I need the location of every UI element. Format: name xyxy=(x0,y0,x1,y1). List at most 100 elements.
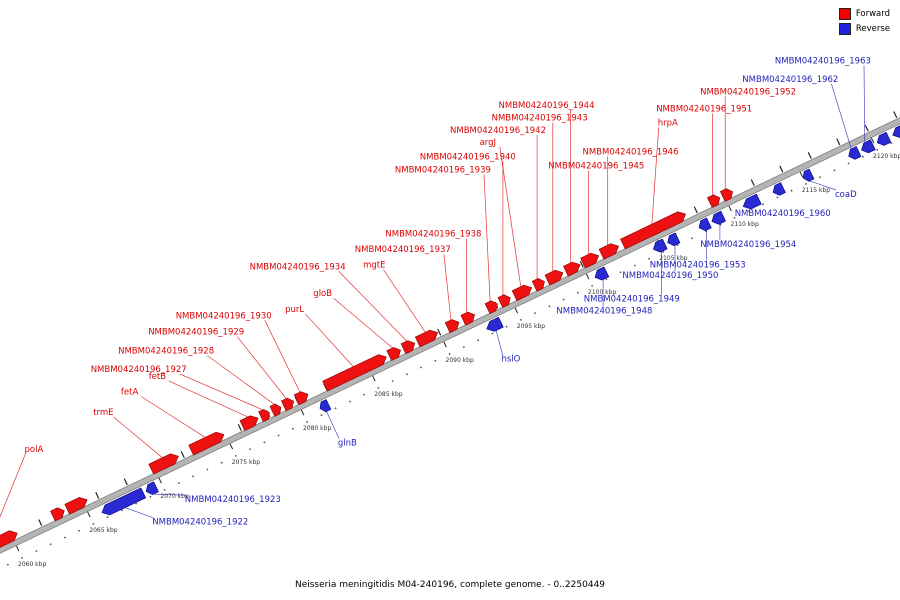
gene-label-NMBM04240196_1928: NMBM04240196_1928 xyxy=(118,347,214,357)
legend-forward: Forward xyxy=(838,8,890,20)
scale-dot xyxy=(562,298,565,301)
gene-cds_2120[interactable] xyxy=(876,132,892,146)
major-tick xyxy=(15,545,20,552)
leader-coaD xyxy=(809,180,837,191)
tick-label-2105: 2105 kbp xyxy=(659,255,687,262)
gene-NMBM04240196_1950[interactable] xyxy=(667,232,681,246)
leader-NMBM04240196_1928 xyxy=(206,355,275,405)
gene-label-NMBM04240196_1950: NMBM04240196_1950 xyxy=(622,271,718,281)
scale-dot xyxy=(92,523,95,525)
tick-label-2070: 2070 kbp xyxy=(161,493,189,500)
gene-NMBM04240196_1953[interactable] xyxy=(698,217,712,231)
leader-NMBM04240196_1962 xyxy=(831,83,852,150)
gene-trmE[interactable] xyxy=(148,453,179,475)
leader-NMBM04240196_1930 xyxy=(264,320,301,393)
leader-NMBM04240196_1922 xyxy=(124,507,154,519)
scale-dot xyxy=(277,434,280,437)
gene-cds_2121[interactable] xyxy=(892,124,900,138)
gene-fetB[interactable] xyxy=(239,415,259,431)
gene-label-NMBM04240196_1939: NMBM04240196_1939 xyxy=(395,166,491,176)
gene-NMBM04240196_1923[interactable] xyxy=(145,481,159,495)
gene-NMBM04240196_1960[interactable] xyxy=(742,193,762,210)
gene-NMBM04240196_1934[interactable] xyxy=(400,340,416,355)
gene-coaD[interactable] xyxy=(802,168,815,182)
minor-tick xyxy=(779,165,784,173)
gene-glnB[interactable] xyxy=(319,399,332,413)
gene-label-NMBM04240196_1962: NMBM04240196_1962 xyxy=(742,75,838,85)
leader-NMBM04240196_1939 xyxy=(483,174,491,302)
scale-dot xyxy=(64,536,66,539)
reverse-swatch-icon xyxy=(838,23,851,35)
gene-NMBM04240196_1930[interactable] xyxy=(293,391,309,406)
gene-NMBM04240196_1962[interactable] xyxy=(848,146,862,160)
scale-dot xyxy=(192,475,195,478)
forward-swatch-icon xyxy=(838,8,851,20)
gene-NMBM04240196_1937[interactable] xyxy=(444,319,460,334)
gene-label-NMBM04240196_1960: NMBM04240196_1960 xyxy=(735,209,831,219)
leader-fetB xyxy=(168,380,249,418)
scale-dot xyxy=(634,264,636,267)
scale-dot xyxy=(349,400,351,403)
scale-dot xyxy=(178,482,180,484)
gene-purL[interactable] xyxy=(322,354,387,392)
gene-hrpA[interactable] xyxy=(620,211,686,250)
scale-dot xyxy=(477,339,479,342)
scale-dot xyxy=(577,291,579,294)
scale-dot xyxy=(49,543,52,546)
scale-dot xyxy=(249,448,252,450)
scale-dot xyxy=(35,550,38,552)
gene-label-NMBM04240196_1946: NMBM04240196_1946 xyxy=(583,147,679,157)
gene-label-fetA: fetA xyxy=(121,388,139,398)
gene-label-NMBM04240196_1951: NMBM04240196_1951 xyxy=(656,104,752,114)
genome-axis-edge xyxy=(0,117,900,548)
leader-NMBM04240196_1934 xyxy=(338,271,408,342)
scale-dot xyxy=(463,346,465,348)
gene-NMBM04240196_1945[interactable] xyxy=(580,252,600,269)
gene-label-NMBM04240196_1930: NMBM04240196_1930 xyxy=(176,311,272,321)
gene-NMBM04240196_1922[interactable] xyxy=(101,487,146,516)
gene-NMBM04240196_1927[interactable] xyxy=(258,409,270,423)
minor-tick xyxy=(807,152,812,159)
gene-cds_2063[interactable] xyxy=(50,507,65,522)
tick-label-2060: 2060 kbp xyxy=(18,561,46,568)
gene-label-NMBM04240196_1929: NMBM04240196_1929 xyxy=(148,328,244,338)
scale-dot xyxy=(434,359,437,362)
gene-NMBM04240196_1943[interactable] xyxy=(544,269,564,286)
leader-mgtE xyxy=(383,269,426,333)
leader-fetA xyxy=(140,396,206,438)
scale-dot xyxy=(121,509,123,512)
minor-tick xyxy=(38,519,43,527)
scale-dot xyxy=(21,557,23,559)
leader-hrpA xyxy=(651,127,660,225)
minor-tick xyxy=(836,138,841,146)
gene-NMBM04240196_1963[interactable] xyxy=(861,139,876,154)
scale-dot xyxy=(676,244,679,247)
gene-NMBM04240196_1938[interactable] xyxy=(460,311,476,326)
gene-gloB[interactable] xyxy=(386,347,401,361)
scale-dot xyxy=(135,502,138,505)
gene-label-glnB: glnB xyxy=(338,439,357,449)
scale-dot xyxy=(776,196,779,199)
legend-reverse: Reverse xyxy=(838,23,890,35)
gene-NMBM04240196_1954[interactable] xyxy=(711,210,726,225)
gene-NMBM04240196_1949[interactable] xyxy=(653,238,668,253)
minor-tick xyxy=(95,492,100,499)
tick-label-2120: 2120 kbp xyxy=(873,153,900,160)
gene-NMBM04240196_1948[interactable] xyxy=(594,266,610,281)
gene-argJ[interactable] xyxy=(511,284,533,302)
scale-dot xyxy=(748,210,750,213)
gene-cds_2113[interactable] xyxy=(772,182,786,196)
gene-polA[interactable] xyxy=(0,530,18,561)
scale-dot xyxy=(862,155,864,158)
legend: Forward Reverse xyxy=(838,8,890,35)
gene-NMBM04240196_1928[interactable] xyxy=(269,403,282,417)
gene-label-NMBM04240196_1938: NMBM04240196_1938 xyxy=(385,230,481,240)
gene-fetA[interactable] xyxy=(188,431,225,456)
gene-NMBM04240196_1946[interactable] xyxy=(598,243,619,260)
gene-hslO[interactable] xyxy=(486,316,504,332)
gene-mgtE[interactable] xyxy=(414,329,438,348)
gene-cds_2064[interactable] xyxy=(64,497,88,515)
gene-NMBM04240196_1951[interactable] xyxy=(707,194,721,208)
major-tick xyxy=(229,443,234,450)
